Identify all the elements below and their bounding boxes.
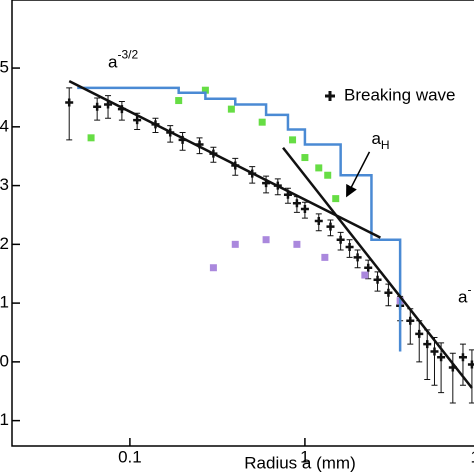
y-tick-label: 4	[0, 116, 9, 135]
point	[314, 216, 323, 225]
plot-frame	[11, 0, 474, 447]
point	[321, 253, 329, 261]
point	[406, 316, 415, 325]
annotation-text: a	[458, 288, 468, 307]
annotation-text: a	[108, 53, 118, 72]
point	[300, 204, 309, 213]
step-line	[77, 86, 402, 352]
legend-marker	[325, 91, 335, 101]
point	[364, 263, 373, 272]
y-tick-label: 2	[0, 234, 9, 253]
point	[262, 236, 270, 244]
point	[289, 136, 297, 144]
point	[292, 199, 301, 208]
error-bar	[449, 352, 456, 404]
point	[65, 98, 74, 107]
point	[231, 240, 239, 248]
annotation-arrow	[346, 151, 371, 198]
point	[301, 154, 309, 162]
point	[336, 235, 345, 244]
annotation-text: a	[371, 129, 381, 148]
point	[93, 102, 102, 111]
point	[384, 288, 393, 297]
error-bar	[416, 320, 423, 363]
point	[227, 105, 235, 113]
point	[437, 353, 446, 362]
point	[467, 360, 474, 369]
point	[345, 243, 354, 252]
fit-line	[282, 147, 473, 389]
point	[209, 264, 217, 272]
point	[324, 171, 332, 179]
point	[423, 340, 432, 349]
y-tick-label: 3	[0, 175, 9, 194]
annotation: aH	[371, 129, 389, 152]
point	[87, 134, 95, 142]
point	[315, 164, 323, 172]
error-bar	[468, 349, 474, 404]
point	[353, 253, 362, 262]
annotation: a-	[458, 283, 471, 307]
point	[332, 195, 340, 203]
x-tick-label: 1	[300, 447, 309, 466]
fit-line	[68, 79, 381, 239]
point	[373, 275, 382, 284]
point	[326, 222, 335, 231]
annotation-sub: H	[381, 138, 390, 152]
point	[201, 86, 209, 94]
y-tick-label: 5	[0, 58, 9, 77]
point	[258, 118, 266, 126]
y-tick-label: 1	[0, 293, 9, 312]
y-tick-label: 0	[0, 351, 9, 370]
point	[293, 240, 301, 248]
point	[415, 329, 424, 338]
point	[133, 116, 142, 125]
error-bar	[438, 342, 445, 394]
error-bar	[66, 87, 73, 141]
x-axis-label: Radius a (mm)	[244, 453, 355, 472]
point	[361, 271, 369, 279]
y-tick-label: 1	[0, 410, 9, 429]
error-bar	[424, 329, 431, 381]
annotation-sup: -	[468, 283, 472, 297]
point	[175, 97, 183, 105]
legend-label: Breaking wave	[344, 85, 456, 104]
x-tick-label: 10	[470, 447, 474, 466]
point	[430, 347, 439, 356]
point	[458, 353, 467, 362]
annotation-sup: -3/2	[118, 48, 139, 62]
x-tick-label: 0.1	[118, 447, 142, 466]
annotation: a-3/2	[108, 48, 138, 72]
